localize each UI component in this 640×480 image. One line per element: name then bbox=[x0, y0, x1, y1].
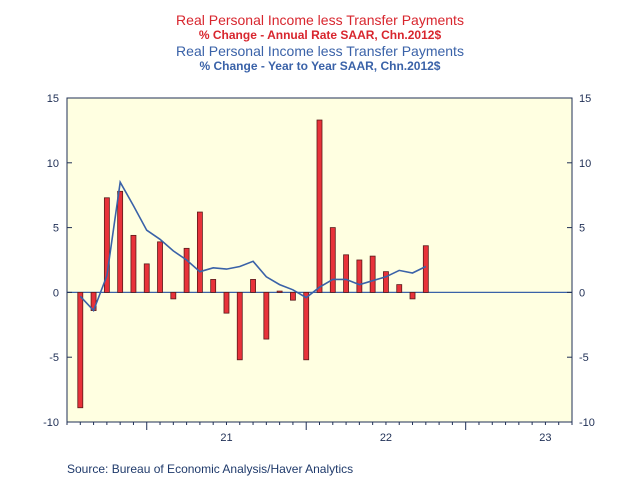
bar-2021-10 bbox=[263, 291, 270, 340]
right-tick-label: -5 bbox=[579, 352, 589, 364]
bar-2022-08 bbox=[396, 284, 403, 293]
bar-2022-04 bbox=[343, 254, 349, 293]
bar-2021-12 bbox=[290, 291, 296, 301]
bar-2021-08 bbox=[236, 291, 243, 361]
right-tick-label: -10 bbox=[579, 417, 595, 429]
right-tick-label: 10 bbox=[579, 158, 591, 170]
bar-2020-08 bbox=[77, 291, 84, 409]
x-tick-label: 23 bbox=[539, 432, 551, 444]
series2-subtitle: % Change - Year to Year SAAR, Chn.2012$ bbox=[199, 59, 441, 73]
right-tick-label: 15 bbox=[579, 93, 591, 105]
left-tick-label: -10 bbox=[43, 417, 59, 429]
left-y-axis: -10 -5 0 5 10 15 bbox=[43, 93, 72, 429]
bar-2021-07 bbox=[223, 291, 230, 314]
right-tick-label: 0 bbox=[579, 287, 585, 299]
bar-2021-09 bbox=[250, 279, 256, 293]
chart-titles: Real Personal Income less Transfer Payme… bbox=[0, 12, 640, 74]
x-tick-label: 22 bbox=[380, 432, 392, 444]
source-note: Source: Bureau of Economic Analysis/Have… bbox=[67, 462, 354, 476]
bar-2020-10 bbox=[103, 197, 110, 293]
bar-2021-03 bbox=[170, 291, 177, 300]
bar-2020-11 bbox=[117, 190, 124, 293]
series1-title: Real Personal Income less Transfer Payme… bbox=[176, 12, 464, 28]
x-tick-label: 21 bbox=[220, 432, 232, 444]
bar-2022-07 bbox=[383, 271, 389, 293]
bar-2021-01 bbox=[143, 263, 150, 293]
right-tick-label: 5 bbox=[579, 223, 585, 235]
bar-2022-01 bbox=[303, 291, 310, 361]
series2-title: Real Personal Income less Transfer Payme… bbox=[176, 43, 464, 59]
x-axis: 21 22 23 bbox=[66, 422, 573, 444]
bar-2022-03 bbox=[329, 227, 336, 293]
bar-2021-06 bbox=[210, 279, 217, 293]
yoy-line bbox=[79, 179, 427, 312]
left-tick-label: -5 bbox=[49, 352, 59, 364]
left-tick-label: 0 bbox=[53, 287, 59, 299]
left-tick-label: 5 bbox=[53, 223, 59, 235]
left-tick-label: 10 bbox=[47, 158, 59, 170]
line-series bbox=[79, 179, 427, 312]
bar-2022-10 bbox=[422, 245, 429, 293]
bar-2021-02 bbox=[157, 241, 163, 293]
bar-2022-06 bbox=[369, 255, 376, 293]
bar-2020-12 bbox=[130, 234, 137, 293]
bar-2022-05 bbox=[356, 259, 363, 293]
bar-2021-04 bbox=[183, 247, 190, 293]
bar-series bbox=[77, 119, 429, 409]
series1-subtitle: % Change - Annual Rate SAAR, Chn.2012$ bbox=[198, 28, 442, 42]
bar-2021-05 bbox=[196, 211, 203, 293]
left-tick-label: 15 bbox=[47, 93, 59, 105]
bar-2022-09 bbox=[409, 291, 416, 300]
right-y-axis: -10 -5 0 5 10 15 bbox=[567, 93, 595, 429]
bar-2022-02 bbox=[316, 119, 323, 293]
bar-2021-11 bbox=[276, 290, 283, 293]
